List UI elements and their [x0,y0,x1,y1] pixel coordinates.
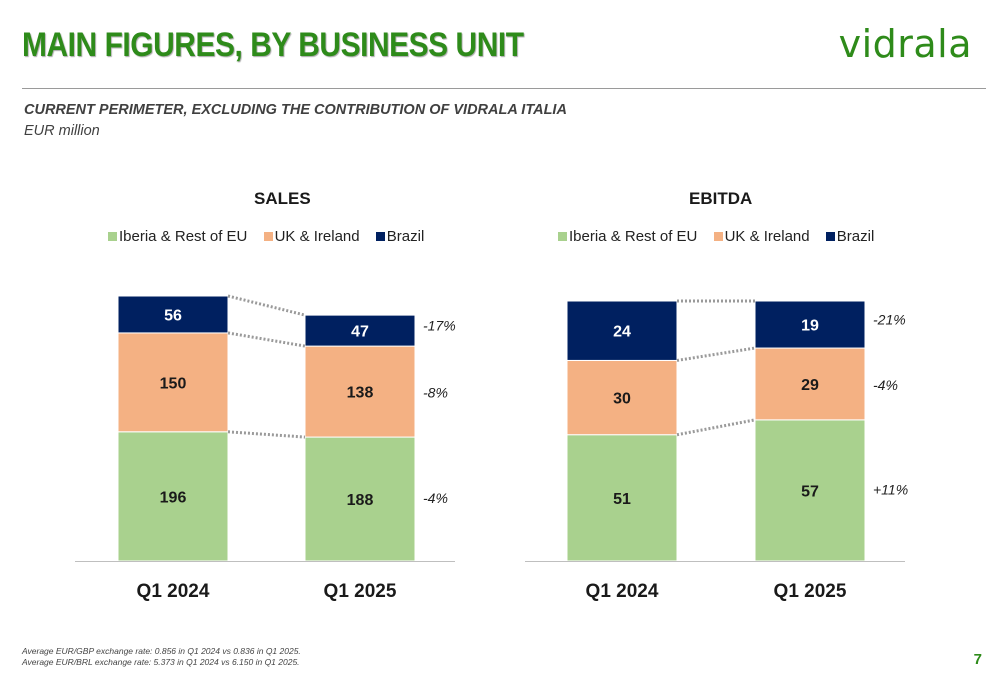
ebitda-data-label-iberia-2: 57 [801,483,819,500]
iberia-swatch [108,232,117,241]
page-title: MAIN FIGURES, BY BUSINESS UNIT [22,26,524,64]
sales-connector-uk [227,331,306,348]
sales-bar-brazil-1 [117,295,229,334]
footnote-brl: Average EUR/BRL exchange rate: 5.373 in … [22,657,300,667]
legend-label: Iberia & Rest of EU [119,228,248,245]
perimeter-subtitle: CURRENT PERIMETER, EXCLUDING THE CONTRIB… [24,102,567,118]
legend-label: UK & Ireland [274,228,360,245]
sales-change-label-brazil: -17% [423,318,456,334]
ebitda-data-label-iberia-1: 51 [613,491,631,508]
ebitda-category-label-2: Q1 2025 [774,581,847,602]
sales-bar-brazil-2 [304,314,416,347]
legend-label: Brazil [836,228,875,245]
ebitda-legend-item-brazil: Brazil [825,228,875,245]
ebitda-bar-brazil-2 [754,300,866,349]
legend-label: Brazil [386,228,425,245]
page-number: 7 [973,651,982,668]
ebitda-connector-uk [676,346,756,362]
legend-label: Iberia & Rest of EU [569,228,698,245]
ebitda-bar-brazil-1 [566,300,678,361]
legend-label: UK & Ireland [724,228,810,245]
ebitda-chart-title: EBITDA [689,189,753,208]
ebitda-data-label-brazil-1: 24 [613,324,631,341]
sales-change-label-uk: -8% [423,385,448,401]
vidrala-logo: vidrala [838,22,972,66]
sales-data-label-iberia-2: 188 [347,492,374,509]
ebitda-change-label-uk: -4% [873,377,898,393]
sales-bar-uk-2 [304,345,416,438]
uk-swatch [263,232,273,241]
sales-bar-uk-1 [117,332,229,433]
sales-chart-title: SALES [254,189,311,208]
ebitda-bar-uk-2 [754,347,866,421]
exchange-rate-footnotes: Average EUR/GBP exchange rate: 0.856 in … [22,646,301,668]
unit-label: EUR million [24,123,100,139]
ebitda-legend: Iberia & Rest of EU UK & Ireland Brazil [558,228,886,245]
ebitda-data-label-uk-1: 30 [613,391,631,408]
ebitda-category-label-1: Q1 2024 [586,581,659,602]
sales-change-label-iberia: -4% [423,490,448,506]
iberia-swatch [558,232,567,241]
sales-connector-iberia [227,430,306,439]
sales-legend-item-uk: UK & Ireland [263,228,360,245]
sales-connector-brazil [227,294,306,317]
ebitda-change-label-brazil: -21% [873,312,906,328]
sales-legend-item-iberia: Iberia & Rest of EU [108,228,247,245]
ebitda-data-label-brazil-2: 19 [801,318,819,335]
sales-data-label-iberia-1: 196 [160,489,187,506]
ebitda-legend-item-uk: UK & Ireland [713,228,810,245]
header-divider [22,88,986,89]
sales-legend-item-brazil: Brazil [375,228,425,245]
uk-swatch [713,232,723,241]
brazil-swatch [825,232,835,241]
sales-bar-iberia-2 [304,436,416,562]
ebitda-bar-iberia-2 [754,419,866,562]
sales-data-label-uk-2: 138 [347,385,374,402]
sales-data-label-brazil-1: 56 [164,307,182,324]
sales-category-label-2: Q1 2025 [324,581,397,602]
footnote-gbp: Average EUR/GBP exchange rate: 0.856 in … [22,646,301,656]
sales-data-label-brazil-2: 47 [351,324,369,341]
ebitda-connector-iberia [676,418,756,437]
sales-category-label-1: Q1 2024 [137,581,210,602]
ebitda-legend-item-iberia: Iberia & Rest of EU [558,228,697,245]
ebitda-change-label-iberia: +11% [873,481,908,497]
brazil-swatch [375,232,385,241]
sales-data-label-uk-1: 150 [160,375,187,392]
sales-legend: Iberia & Rest of EU UK & Ireland Brazil [108,228,436,245]
ebitda-bar-iberia-1 [566,434,678,562]
ebitda-data-label-uk-2: 29 [801,377,819,394]
